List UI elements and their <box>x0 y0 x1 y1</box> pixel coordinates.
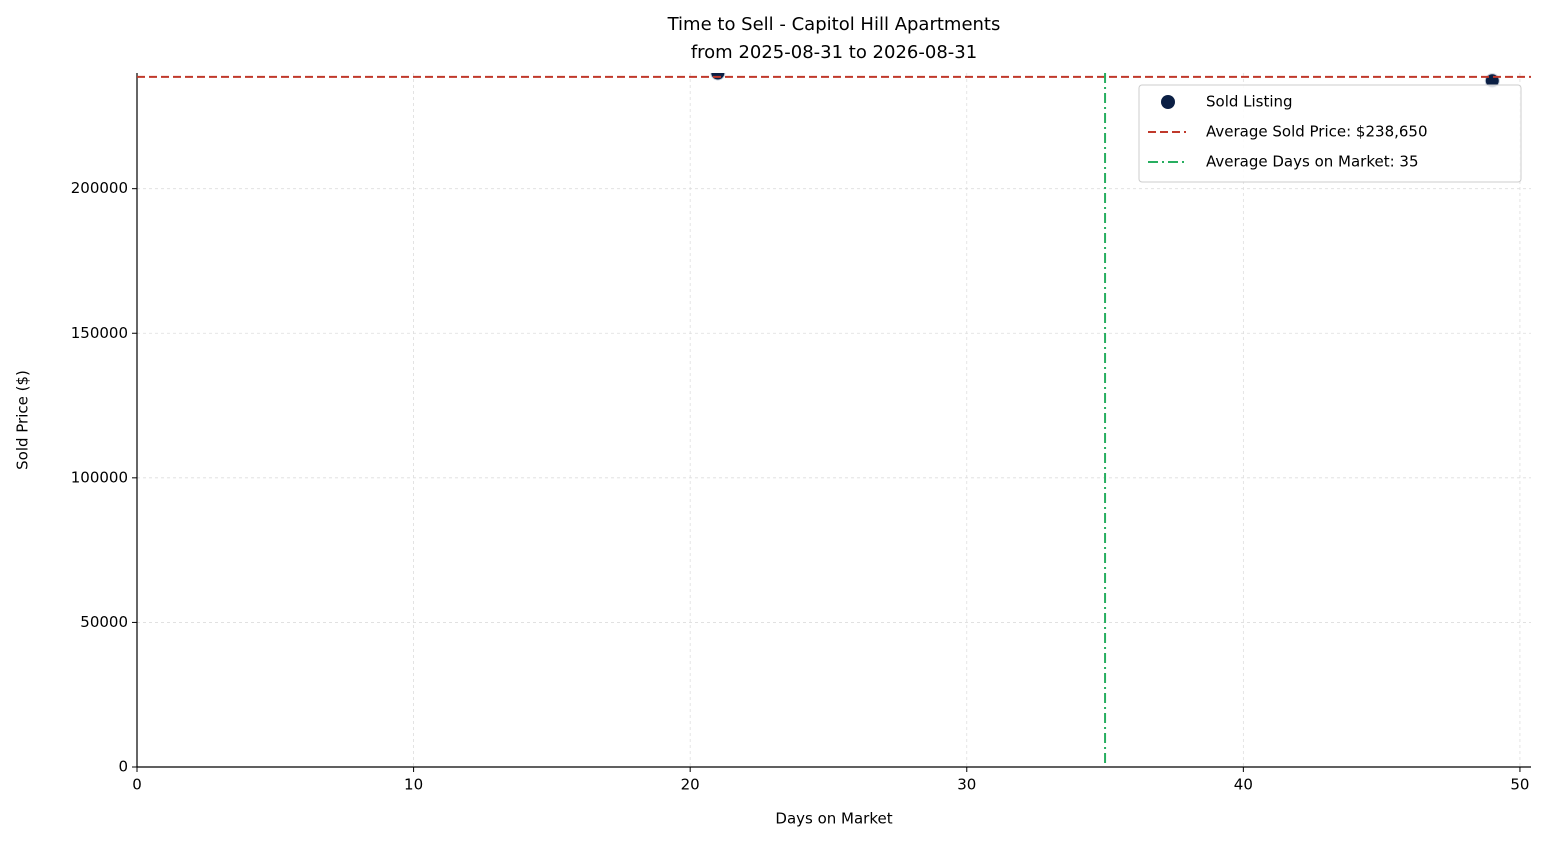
x-tick-label: 30 <box>957 776 976 794</box>
x-tick-label: 40 <box>1234 776 1253 794</box>
chart-subtitle: from 2025-08-31 to 2026-08-31 <box>691 42 977 63</box>
y-axis-label: Sold Price ($) <box>14 370 32 470</box>
x-axis-label: Days on Market <box>775 810 892 828</box>
legend-box <box>1138 84 1522 183</box>
y-tick-label: 200000 <box>71 179 128 197</box>
legend-label: Average Days on Market: 35 <box>1206 153 1419 171</box>
x-tick-label: 50 <box>1510 776 1529 794</box>
y-tick-label: 50000 <box>80 613 128 631</box>
x-tick-label: 10 <box>404 776 423 794</box>
chart-title: Time to Sell - Capitol Hill Apartments <box>667 14 1001 35</box>
legend-label: Average Sold Price: $238,650 <box>1206 123 1428 141</box>
y-tick-label: 0 <box>118 758 128 776</box>
x-tick-label: 20 <box>681 776 700 794</box>
y-tick-label: 100000 <box>71 468 128 486</box>
x-tick-label: 0 <box>132 776 142 794</box>
legend-marker <box>1161 95 1175 109</box>
y-tick-label: 150000 <box>71 324 128 342</box>
legend-label: Sold Listing <box>1206 93 1293 111</box>
